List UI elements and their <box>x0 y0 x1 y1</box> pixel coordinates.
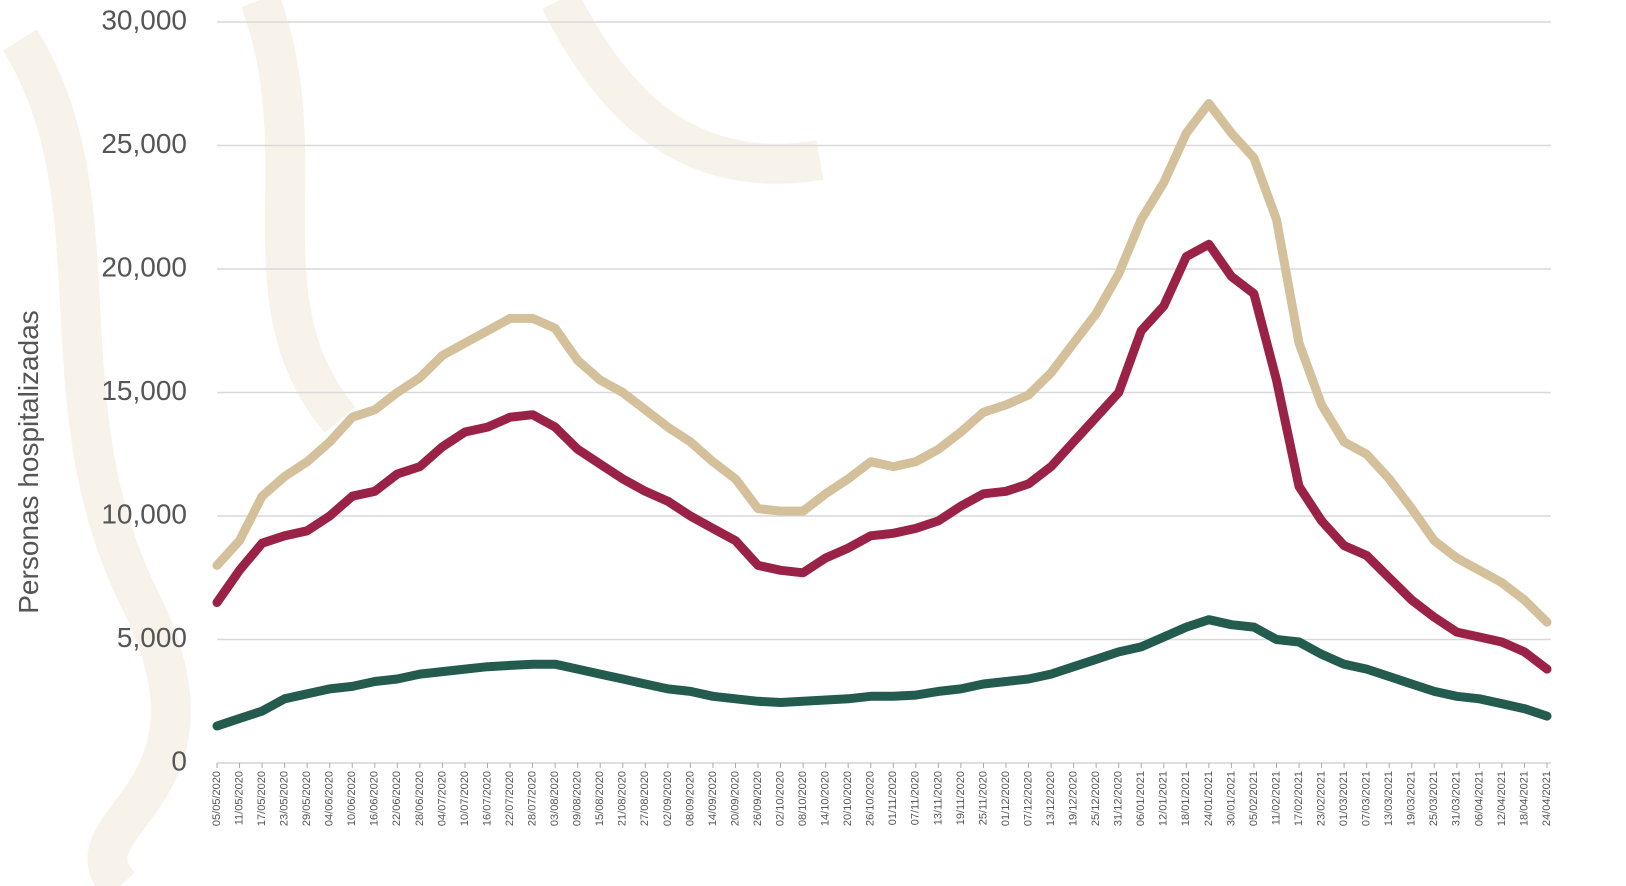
x-tick-label: 19/11/2020 <box>955 771 967 825</box>
x-tick-label: 03/08/2020 <box>549 771 561 826</box>
x-tick-label: 02/09/2020 <box>662 771 674 826</box>
x-tick-label: 13/11/2020 <box>932 771 944 825</box>
x-tick-label: 19/12/2020 <box>1068 771 1080 826</box>
x-tick-label: 10/07/2020 <box>459 771 471 826</box>
x-tick-label: 01/12/2020 <box>1000 771 1012 826</box>
x-tick-label: 06/01/2021 <box>1135 771 1147 826</box>
x-tick-label: 17/05/2020 <box>256 771 268 826</box>
x-tick-label: 20/09/2020 <box>729 771 741 826</box>
x-tick-label: 28/06/2020 <box>414 771 426 826</box>
x-tick-label: 24/04/2021 <box>1541 771 1553 826</box>
x-tick-label: 25/12/2020 <box>1090 771 1102 826</box>
y-tick-label: 5,000 <box>117 622 187 653</box>
x-tick-label: 11/05/2020 <box>233 771 245 825</box>
x-tick-label: 07/12/2020 <box>1022 771 1034 826</box>
x-tick-label: 04/07/2020 <box>436 771 448 826</box>
x-tick-label: 05/02/2021 <box>1248 771 1260 826</box>
y-axis-label: Personas hospitalizadas <box>13 310 44 614</box>
x-tick-label: 14/10/2020 <box>820 771 832 826</box>
x-tick-label: 27/08/2020 <box>639 771 651 826</box>
x-tick-label: 30/01/2021 <box>1225 771 1237 826</box>
series-line <box>217 244 1547 669</box>
x-tick-label: 08/09/2020 <box>684 771 696 826</box>
y-tick-label: 20,000 <box>101 251 187 282</box>
x-tick-label: 13/03/2021 <box>1383 771 1395 826</box>
x-tick-label: 18/04/2021 <box>1518 771 1530 826</box>
x-tick-label: 23/05/2020 <box>279 771 291 826</box>
x-tick-label: 12/04/2021 <box>1496 771 1508 826</box>
x-tick-label: 07/03/2021 <box>1361 771 1373 826</box>
x-tick-label: 21/08/2020 <box>617 771 629 826</box>
x-tick-label: 18/01/2021 <box>1180 771 1192 826</box>
x-tick-label: 25/11/2020 <box>977 771 989 825</box>
x-tick-label: 12/01/2021 <box>1158 771 1170 826</box>
x-tick-label: 23/02/2021 <box>1315 771 1327 826</box>
x-tick-label: 24/01/2021 <box>1203 771 1215 826</box>
x-tick-label: 01/11/2020 <box>887 771 899 825</box>
x-tick-label: 16/07/2020 <box>481 771 493 826</box>
x-tick-label: 05/05/2020 <box>211 771 223 826</box>
chart: Personas hospitalizadas 0 5,000 10,000 15,0… <box>0 0 1626 886</box>
x-tick-label: 07/11/2020 <box>910 771 922 825</box>
x-tick-label: 28/07/2020 <box>526 771 538 826</box>
x-tick-label: 31/12/2020 <box>1113 771 1125 826</box>
x-tick-label: 13/12/2020 <box>1045 771 1057 826</box>
x-tick-label: 29/05/2020 <box>301 771 313 826</box>
x-tick-label: 08/10/2020 <box>797 771 809 826</box>
x-tick-label: 15/08/2020 <box>594 771 606 826</box>
x-tick-label: 09/08/2020 <box>572 771 584 826</box>
x-tick-label: 25/03/2021 <box>1428 771 1440 826</box>
x-tick-label: 14/09/2020 <box>707 771 719 826</box>
x-tick-label: 06/04/2021 <box>1473 771 1485 826</box>
y-tick-label: 10,000 <box>101 498 187 529</box>
x-tick-label: 04/06/2020 <box>324 771 336 826</box>
x-tick-label: 01/03/2021 <box>1338 771 1350 826</box>
x-tick-label: 16/06/2020 <box>369 771 381 826</box>
y-tick-label: 30,000 <box>101 4 187 35</box>
series-line <box>217 620 1547 726</box>
x-tick-label: 02/10/2020 <box>774 771 786 826</box>
x-tick-label: 31/03/2021 <box>1451 771 1463 826</box>
x-tick-label: 19/03/2021 <box>1406 771 1418 826</box>
x-tick-label: 17/02/2021 <box>1293 771 1305 826</box>
x-tick-label: 26/10/2020 <box>865 771 877 826</box>
x-tick-label: 20/10/2020 <box>842 771 854 826</box>
page: {"chart_data": {"type": "line", "y_label… <box>0 0 1626 886</box>
x-tick-label: 10/06/2020 <box>346 771 358 826</box>
x-tick-label: 11/02/2021 <box>1270 771 1282 825</box>
x-tick-label: 22/06/2020 <box>391 771 403 826</box>
x-tick-label: 26/09/2020 <box>752 771 764 826</box>
x-tick-label: 22/07/2020 <box>504 771 516 826</box>
y-tick-label: 15,000 <box>101 375 187 406</box>
y-tick-label: 25,000 <box>101 128 187 159</box>
y-tick-label: 0 <box>171 745 187 776</box>
